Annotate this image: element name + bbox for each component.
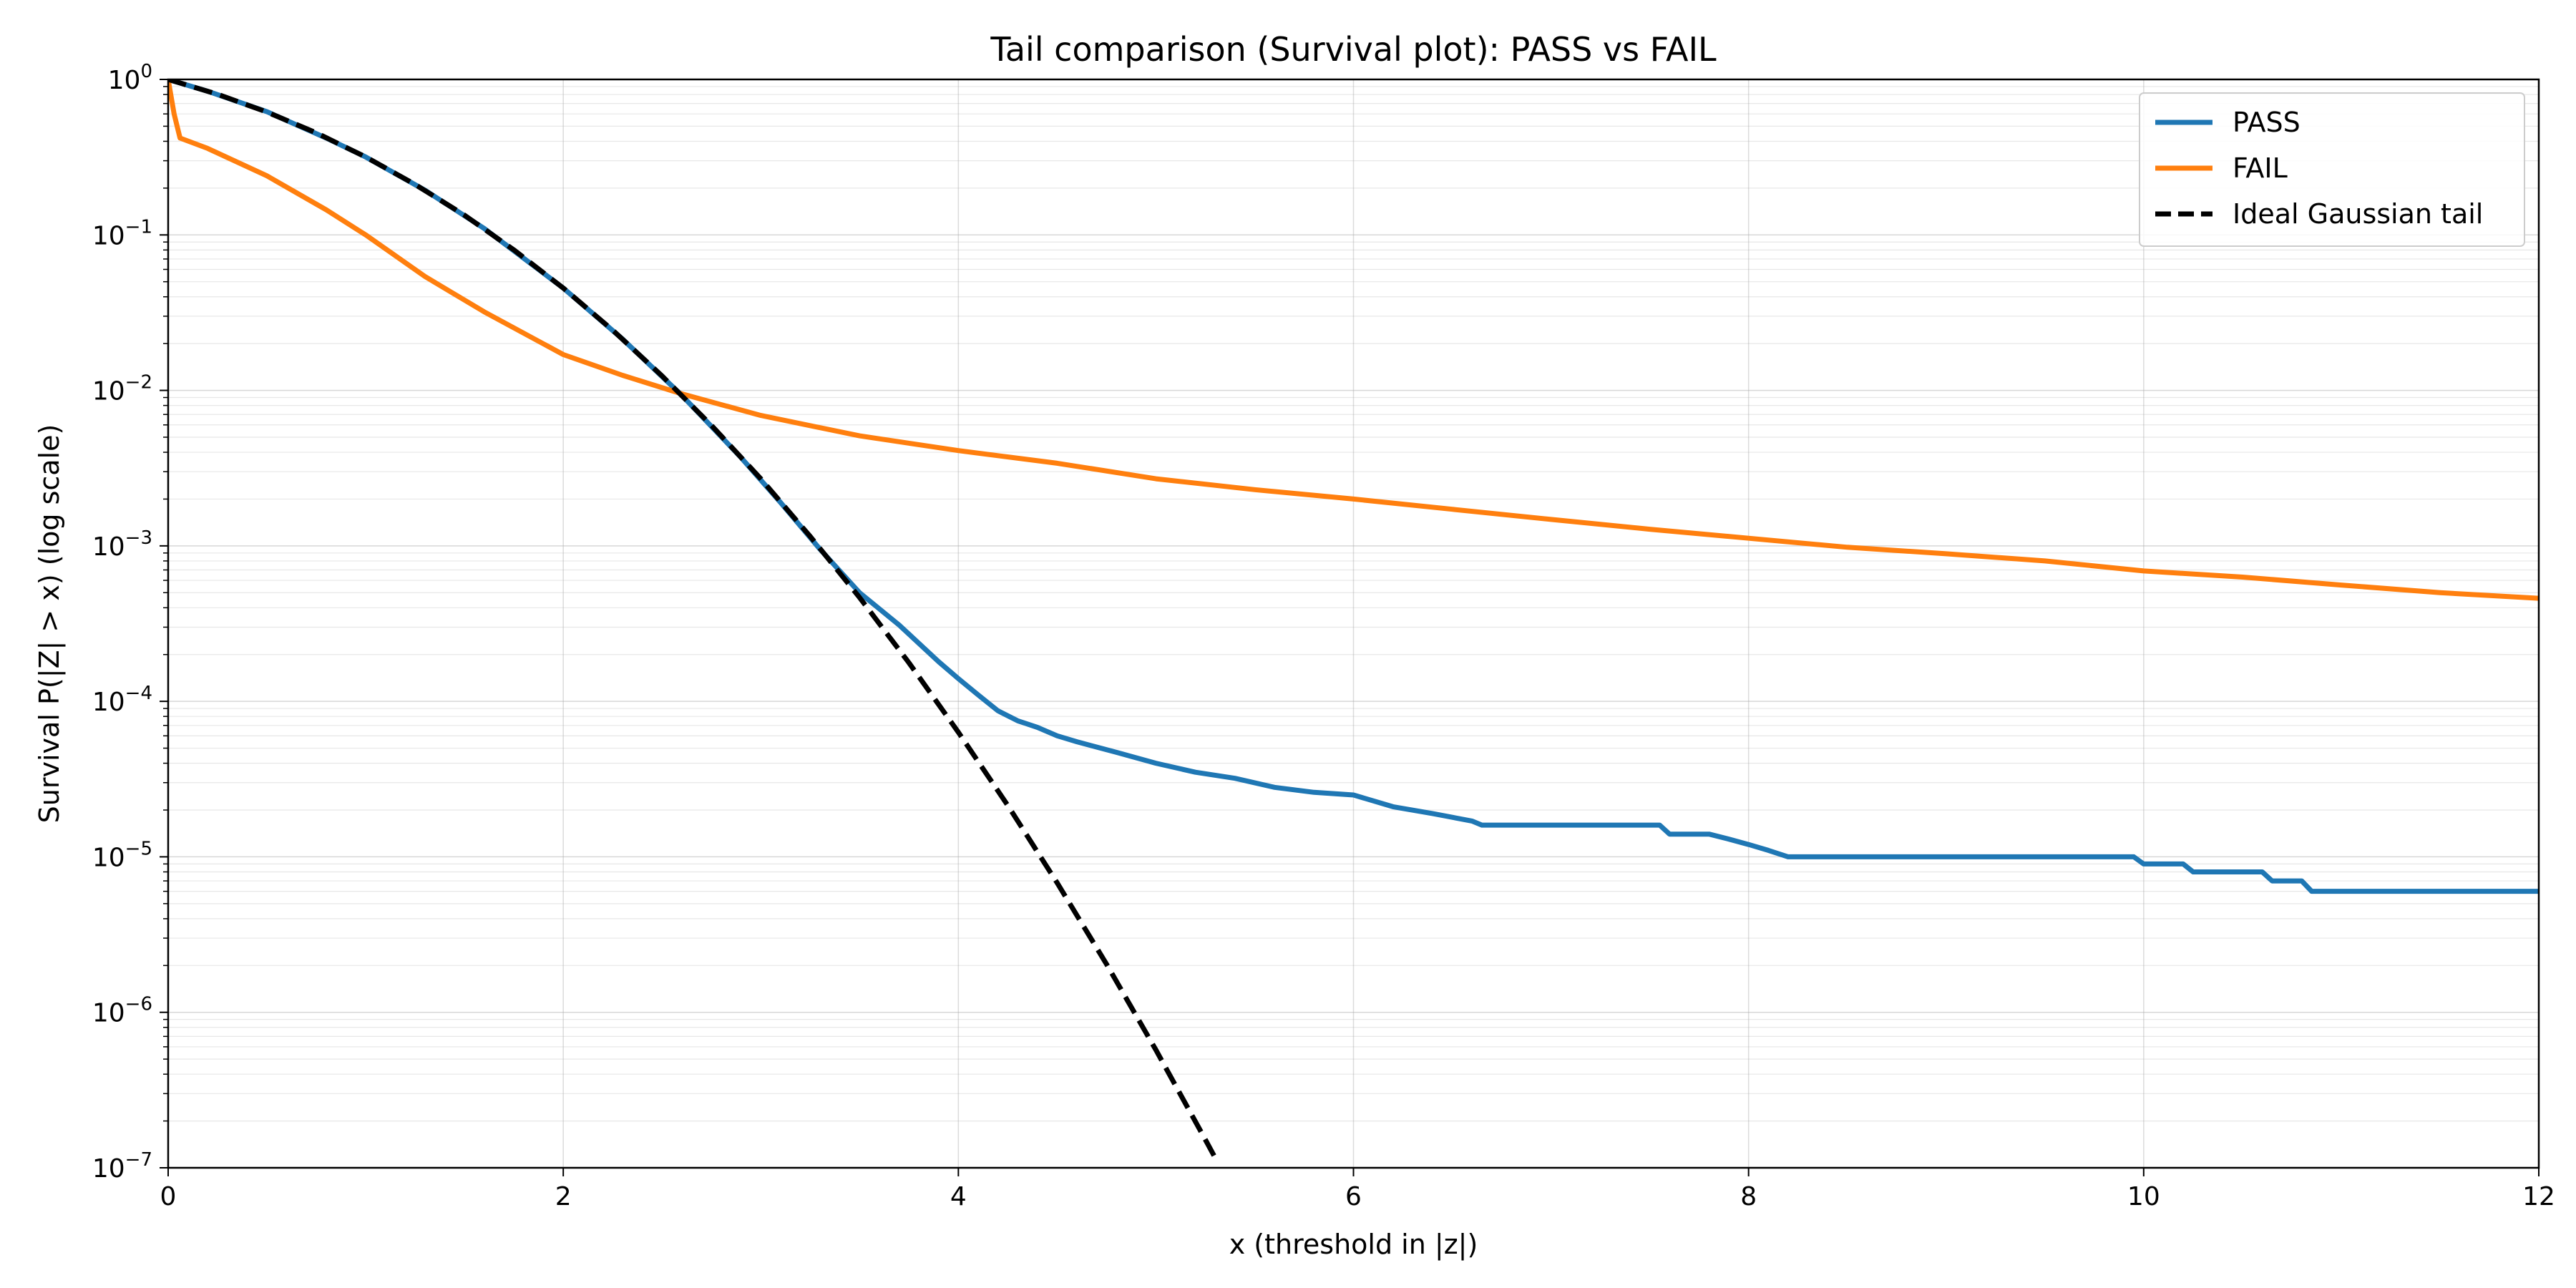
series-lines bbox=[168, 79, 2539, 1159]
x-tick-label: 2 bbox=[555, 1182, 572, 1211]
x-tick-label: 6 bbox=[1345, 1182, 1362, 1211]
y-axis-label: Survival P(|Z| > x) (log scale) bbox=[34, 424, 66, 824]
series-line-fail bbox=[168, 79, 2539, 601]
y-tick-label: 10−4 bbox=[92, 683, 152, 717]
legend: PASS FAIL Ideal Gaussian tail bbox=[2139, 92, 2525, 247]
legend-box bbox=[2139, 92, 2525, 247]
x-tick-label: 0 bbox=[160, 1182, 177, 1211]
x-tick-label: 4 bbox=[950, 1182, 967, 1211]
axis-ticks: 0 2 4 6 8 10 12 100 10−1 10−2 10−3 10−4 10−5 10−6 10−7 bbox=[92, 61, 2555, 1211]
y-tick-label: 10−5 bbox=[92, 838, 152, 872]
x-tick-label: 10 bbox=[2127, 1182, 2160, 1211]
y-tick-label: 10−3 bbox=[92, 527, 152, 562]
x-axis-label: x (threshold in |z|) bbox=[1229, 1229, 1478, 1261]
y-tick-label: 10−2 bbox=[92, 372, 152, 406]
series-line-ideal-gaussian-tail bbox=[168, 79, 1218, 1159]
y-tick-label: 10−7 bbox=[92, 1149, 152, 1184]
y-tick-label: 10−1 bbox=[92, 216, 152, 250]
legend-label: Ideal Gaussian tail bbox=[2233, 198, 2483, 230]
y-tick-label: 10−6 bbox=[92, 994, 152, 1028]
legend-label: FAIL bbox=[2233, 152, 2288, 184]
legend-label: PASS bbox=[2233, 107, 2301, 138]
x-tick-label: 8 bbox=[1740, 1182, 1757, 1211]
chart-title: Tail comparison (Survival plot): PASS vs… bbox=[990, 30, 1717, 69]
grid-lines bbox=[167, 79, 2540, 1169]
y-tick-label: 100 bbox=[108, 61, 152, 95]
x-tick-label: 12 bbox=[2522, 1182, 2555, 1211]
